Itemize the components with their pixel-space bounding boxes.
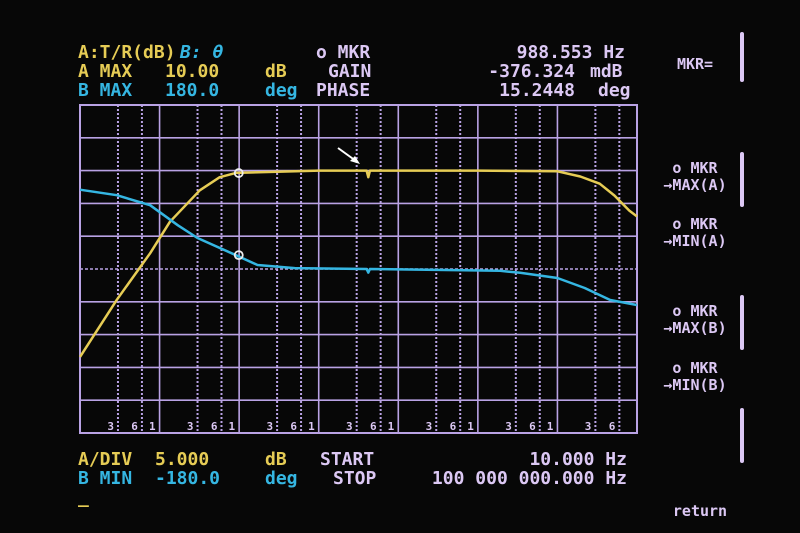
a-div-unit: dB: [265, 449, 287, 470]
marker-frequency: 988.553 Hz: [516, 42, 625, 63]
stop-value: 100 000 000.000 Hz: [431, 468, 627, 489]
softkey-mkr-min-a[interactable]: o MKR →MIN(A): [663, 215, 727, 250]
b-min-label: B MIN: [78, 468, 133, 489]
x-tick-label: 6: [370, 420, 377, 433]
x-tick-label: 1: [467, 420, 474, 433]
a-max-label: A MAX: [78, 61, 133, 82]
x-tick-label: 6: [609, 420, 616, 433]
softkey-bar: [740, 32, 744, 82]
gain-unit: mdB: [590, 61, 623, 82]
softkey-bar: [740, 295, 744, 350]
softkey-bar: [740, 152, 744, 207]
x-tick-label: 1: [388, 420, 395, 433]
x-tick-label: 3: [187, 420, 194, 433]
softkey-bar: [740, 408, 744, 463]
trace-a-gain: [78, 169, 638, 358]
x-tick-label: 1: [547, 420, 554, 433]
trace-a-mode: A:T/R(dB): [78, 42, 176, 63]
b-min-unit: deg: [265, 468, 298, 489]
x-tick-label: 6: [290, 420, 297, 433]
x-tick-label: 3: [346, 420, 353, 433]
x-tick-label: 1: [149, 420, 156, 433]
marker-label: o MKR: [316, 42, 371, 63]
softkey-mkr-equals[interactable]: MKR=: [676, 55, 714, 73]
b-max-value: 180.0: [165, 80, 220, 101]
start-label: START: [320, 449, 375, 470]
x-tick-label: 1: [229, 420, 236, 433]
a-max-value: 10.00: [165, 61, 220, 82]
marker-arrow-icon: [337, 147, 360, 164]
marker-a: [233, 168, 244, 178]
a-div-label: A/DIV: [78, 449, 133, 470]
b-max-label: B MAX: [78, 80, 133, 101]
x-tick-label: 3: [585, 420, 592, 433]
phase-label: PHASE: [316, 80, 371, 101]
x-tick-label: 6: [211, 420, 218, 433]
x-tick-label: 3: [266, 420, 273, 433]
start-value: 10.000 Hz: [529, 449, 627, 470]
gain-label: GAIN: [328, 61, 372, 82]
softkey-return[interactable]: return: [672, 502, 728, 520]
stop-label: STOP: [333, 468, 377, 489]
input-cursor: _: [78, 487, 89, 508]
x-tick-label: 3: [107, 420, 114, 433]
a-max-unit: dB: [265, 61, 287, 82]
x-tick-label: 6: [450, 420, 457, 433]
phase-value: 15.2448: [499, 80, 575, 101]
a-div-value: 5.000: [155, 449, 210, 470]
gain-value: -376.324: [488, 61, 575, 82]
b-min-value: -180.0: [155, 468, 221, 489]
x-tick-label: 6: [529, 420, 536, 433]
x-tick-label: 3: [505, 420, 512, 433]
b-max-unit: deg: [265, 80, 298, 101]
x-tick-label: 6: [131, 420, 138, 433]
marker-b: [233, 250, 244, 261]
softkey-mkr-min-b[interactable]: o MKR →MIN(B): [663, 359, 727, 394]
x-tick-label: 1: [308, 420, 315, 433]
softkey-mkr-max-a[interactable]: o MKR →MAX(A): [663, 159, 727, 194]
trace-b-phase: [79, 188, 638, 307]
phase-unit: deg: [598, 80, 631, 101]
softkey-mkr-max-b[interactable]: o MKR →MAX(B): [663, 302, 727, 337]
trace-b-mode: B: θ: [180, 42, 224, 63]
x-tick-label: 3: [426, 420, 433, 433]
